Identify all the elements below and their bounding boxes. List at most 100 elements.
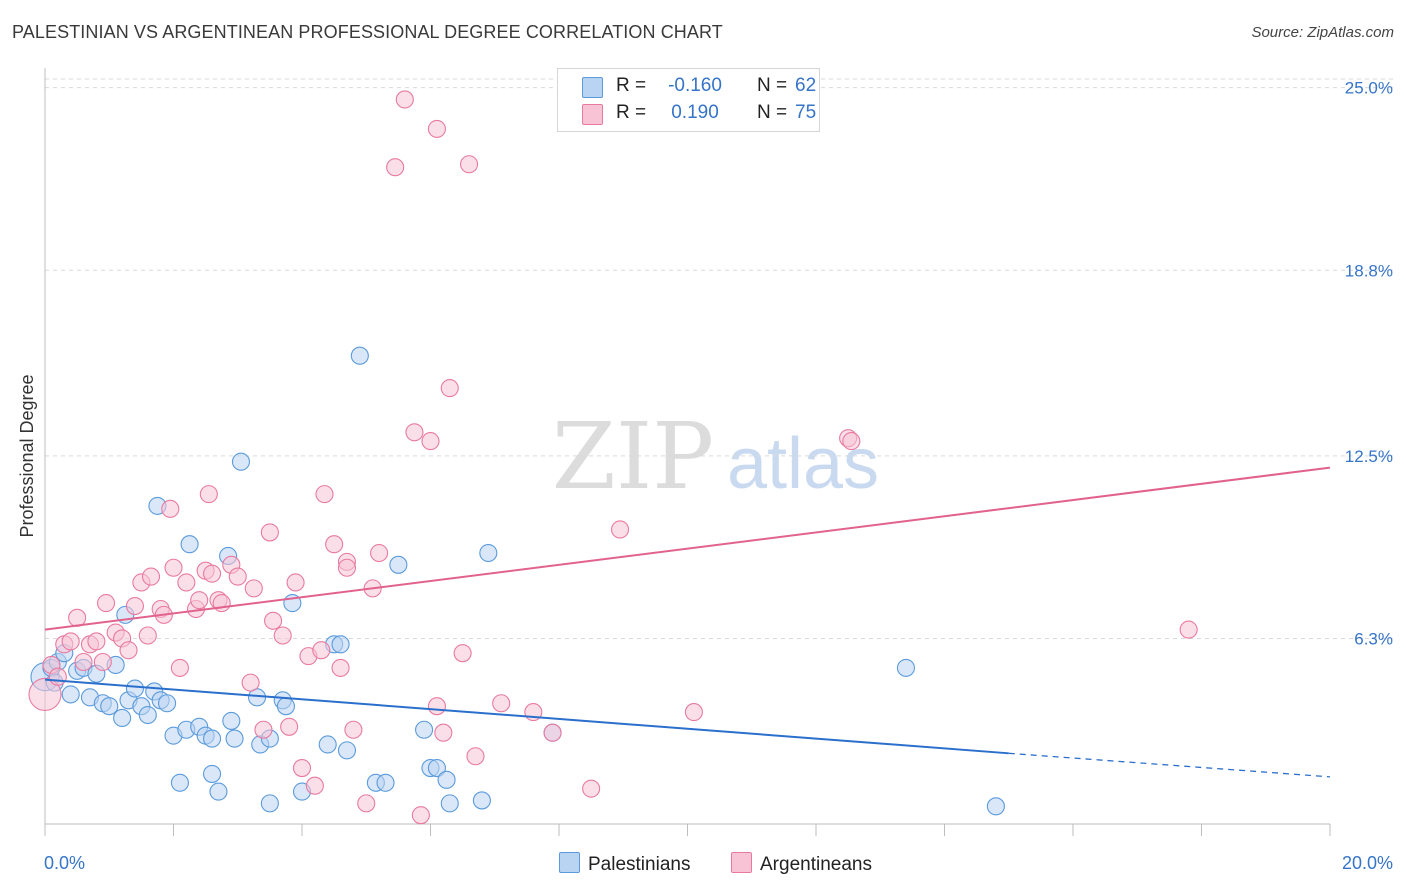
point-argentineans <box>254 720 273 739</box>
point-argentineans <box>315 485 334 504</box>
legend-r-label: R = <box>616 75 647 96</box>
point-palestinians <box>472 791 491 810</box>
point-argentineans <box>93 652 112 672</box>
point-argentineans <box>273 626 292 645</box>
point-argentineans <box>199 485 218 504</box>
point-argentineans <box>1179 620 1198 639</box>
x-tick-label-min: 0.0% <box>44 853 85 873</box>
watermark-zip: ZIP <box>552 403 714 510</box>
point-argentineans <box>421 432 440 451</box>
point-palestinians <box>350 346 369 365</box>
point-palestinians <box>415 720 434 739</box>
point-palestinians <box>479 543 498 563</box>
point-argentineans <box>190 591 209 610</box>
bottom-legend-palestinians[interactable]: Palestinians <box>559 852 690 876</box>
point-palestinians <box>180 535 199 554</box>
point-palestinians <box>276 697 295 716</box>
point-argentineans <box>492 694 511 713</box>
point-argentineans <box>370 543 389 563</box>
point-palestinians <box>260 794 279 813</box>
point-argentineans <box>286 573 305 592</box>
point-argentineans <box>264 611 283 630</box>
stats-legend: R = -0.160 N = 62 R = 0.190 N = 75 <box>557 68 820 132</box>
point-argentineans <box>305 776 324 795</box>
point-argentineans <box>292 758 312 778</box>
legend-swatch-argentineans <box>582 104 603 125</box>
point-argentineans <box>842 432 861 451</box>
point-argentineans <box>141 567 161 586</box>
point-palestinians <box>209 782 228 801</box>
point-palestinians <box>203 764 222 783</box>
legend-r-value-palestinians: -0.160 <box>668 75 722 96</box>
point-argentineans <box>244 579 263 598</box>
point-palestinians <box>389 555 408 574</box>
point-argentineans <box>610 520 630 539</box>
point-argentineans <box>466 747 485 766</box>
point-argentineans <box>280 717 299 736</box>
chart-title: PALESTINIAN VS ARGENTINEAN PROFESSIONAL … <box>12 22 723 42</box>
point-argentineans <box>119 641 138 660</box>
point-argentineans <box>405 423 424 442</box>
point-argentineans <box>28 677 62 711</box>
point-argentineans <box>74 652 93 672</box>
y-tick-label: 18.8% <box>1345 261 1393 280</box>
point-palestinians <box>222 711 241 730</box>
point-argentineans <box>427 697 446 716</box>
legend-n-value-argentineans: 75 <box>795 102 817 123</box>
point-palestinians <box>986 797 1005 816</box>
legend-r-value-argentineans: 0.190 <box>671 102 719 123</box>
legend-r-label: R = <box>616 102 647 123</box>
bottom-legend-swatch-argentineans <box>731 852 752 873</box>
point-palestinians <box>225 729 244 748</box>
point-palestinians <box>138 705 157 725</box>
point-palestinians <box>376 773 395 792</box>
point-palestinians <box>158 694 177 713</box>
point-palestinians <box>100 697 119 716</box>
point-argentineans <box>434 723 453 742</box>
source-label: Source: ZipAtlas.com <box>1251 24 1394 41</box>
point-argentineans <box>61 632 80 651</box>
point-argentineans <box>312 641 331 660</box>
point-argentineans <box>241 673 260 692</box>
legend-swatch-palestinians <box>582 77 603 98</box>
point-palestinians <box>437 770 456 789</box>
point-argentineans <box>427 119 446 138</box>
point-argentineans <box>87 632 106 651</box>
bottom-legend-argentineans[interactable]: Argentineans <box>731 852 872 876</box>
point-palestinians <box>318 735 337 754</box>
point-argentineans <box>228 567 247 586</box>
point-argentineans <box>325 535 344 554</box>
point-argentineans <box>68 608 87 627</box>
point-argentineans <box>125 596 144 616</box>
y-tick-label: 25.0% <box>1345 79 1393 98</box>
y-tick-label: 12.5% <box>1345 447 1393 466</box>
point-argentineans <box>440 379 459 398</box>
legend-n-label: N = <box>757 102 788 123</box>
point-palestinians <box>61 685 80 704</box>
point-palestinians <box>113 708 132 728</box>
y-axis-label: Professional Degree <box>17 374 37 537</box>
trendline-palestinians-extension <box>1008 752 1331 778</box>
point-palestinians <box>125 679 144 698</box>
y-tick-label: 6.3% <box>1354 629 1393 648</box>
x-tick-label-max: 20.0% <box>1342 853 1393 873</box>
bottom-legend-label-palestinians: Palestinians <box>588 854 691 875</box>
point-argentineans <box>395 90 414 109</box>
point-palestinians <box>203 729 222 748</box>
point-argentineans <box>164 558 183 577</box>
point-argentineans <box>543 723 562 742</box>
point-argentineans <box>203 564 222 583</box>
point-argentineans <box>582 779 601 798</box>
trendline-argentineans <box>44 466 1331 631</box>
point-argentineans <box>48 667 67 686</box>
point-argentineans <box>459 155 479 174</box>
point-argentineans <box>357 794 376 813</box>
point-argentineans <box>337 558 357 577</box>
point-palestinians <box>170 773 189 792</box>
legend-n-value-palestinians: 62 <box>795 75 817 96</box>
point-palestinians <box>427 758 446 778</box>
point-palestinians <box>440 794 459 813</box>
point-argentineans <box>170 658 189 677</box>
bottom-legend-label-argentineans: Argentineans <box>760 854 872 875</box>
